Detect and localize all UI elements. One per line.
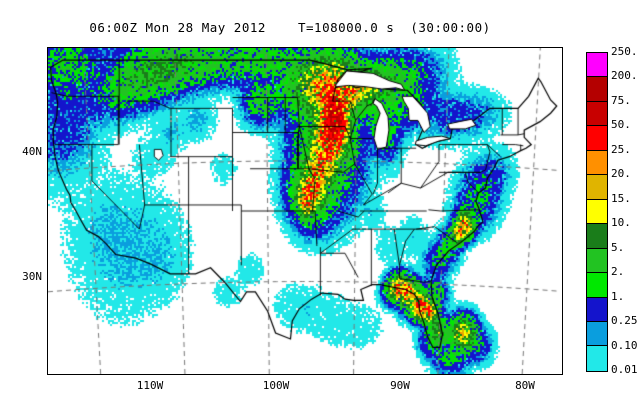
colorbar-band-0 bbox=[587, 53, 607, 78]
colorbar-tick-200: 200. bbox=[611, 69, 638, 83]
colorbar-band-1 bbox=[587, 77, 607, 102]
colorbar-band-9 bbox=[587, 273, 607, 298]
lon-tick-100w: 100W bbox=[262, 379, 290, 392]
figure-title: 06:00Z Mon 28 May 2012 T=108000.0 s (30:… bbox=[89, 20, 491, 35]
lat-tick-30n: 30N bbox=[22, 270, 42, 283]
lon-tick-80w: 80W bbox=[515, 379, 535, 392]
precipitation-heatmap-canvas bbox=[48, 48, 562, 374]
colorbar-band-7 bbox=[587, 224, 607, 249]
colorbar-band-11 bbox=[587, 321, 607, 347]
colorbar-band-5 bbox=[587, 175, 607, 200]
lon-tick-110w: 110W bbox=[136, 379, 164, 392]
colorbar-tick-20: 20. bbox=[611, 167, 631, 181]
colorbar-band-3 bbox=[587, 126, 607, 151]
precipitation-colorbar bbox=[586, 52, 608, 372]
colorbar-band-4 bbox=[587, 150, 607, 176]
colorbar-tick-15: 15. bbox=[611, 191, 631, 205]
colorbar-tick-75: 75. bbox=[611, 93, 631, 107]
colorbar-tick-001: 0.01 bbox=[611, 363, 638, 376]
colorbar-tick-25: 25. bbox=[611, 142, 631, 156]
colorbar-band-10 bbox=[587, 297, 607, 322]
colorbar-tick-250: 250. bbox=[611, 45, 638, 58]
lat-tick-40n: 40N bbox=[22, 145, 42, 158]
colorbar-tick-10: 10. bbox=[611, 216, 631, 230]
lon-tick-90w: 90W bbox=[390, 379, 410, 392]
colorbar-tick-2: 2. bbox=[611, 265, 625, 279]
colorbar-band-12 bbox=[587, 346, 607, 371]
colorbar-tick-5: 5. bbox=[611, 240, 625, 254]
colorbar-tick-025: 0.25 bbox=[611, 314, 638, 328]
colorbar-tick-50: 50. bbox=[611, 118, 631, 132]
colorbar-tick-010: 0.10 bbox=[611, 338, 638, 352]
colorbar-band-6 bbox=[587, 199, 607, 225]
colorbar-tick-1: 1. bbox=[611, 289, 625, 303]
colorbar-band-8 bbox=[587, 248, 607, 274]
map-plot-area bbox=[47, 47, 563, 375]
colorbar-band-2 bbox=[587, 101, 607, 127]
